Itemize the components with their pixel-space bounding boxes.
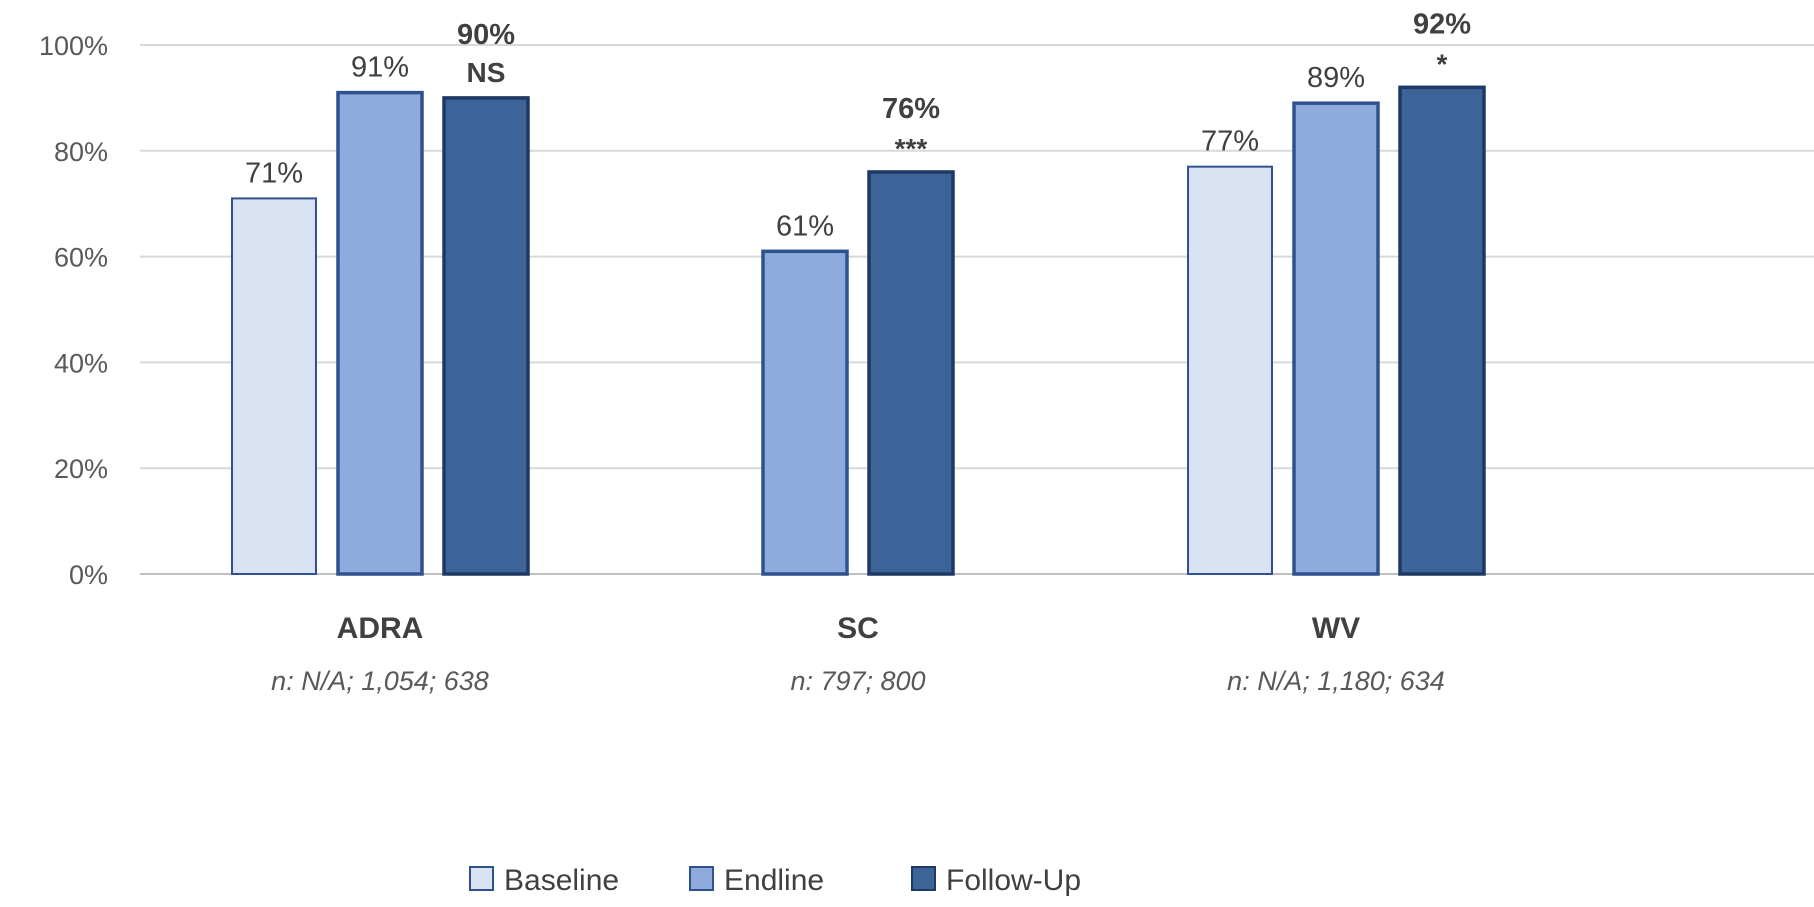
bar-baseline-adra <box>231 197 317 575</box>
bar-endline-wv <box>1292 101 1380 576</box>
legend: Baseline Endline Follow-Up <box>469 864 1081 897</box>
significance-label: NS <box>467 57 506 88</box>
x-category-label: SC <box>837 612 879 645</box>
data-label: 92% <box>1413 8 1471 40</box>
bars <box>231 85 1486 576</box>
y-tick-label: 60% <box>54 243 108 273</box>
legend-swatch <box>689 866 714 891</box>
x-category-label: WV <box>1312 612 1360 645</box>
bar-follow-up-adra <box>442 96 530 576</box>
data-label: 61% <box>776 210 834 242</box>
bar-follow-up-wv <box>1398 85 1486 576</box>
data-label: 91% <box>351 52 409 84</box>
bar-endline-adra <box>336 90 424 576</box>
legend-entry: Endline <box>724 864 824 897</box>
significance-label: * <box>1437 48 1448 79</box>
bar-follow-up-sc <box>867 170 955 576</box>
data-label: 89% <box>1307 62 1365 94</box>
significance-label: *** <box>895 133 928 164</box>
x-axis: ADRA n: N/A; 1,054; 638 SC n: 797; 800 WV n: … <box>271 612 1445 696</box>
bar-endline-sc <box>761 249 849 576</box>
legend-swatch <box>911 866 936 891</box>
y-tick-label: 40% <box>54 348 108 378</box>
legend-entry: Baseline <box>504 864 619 897</box>
sample-size-note: n: N/A; 1,180; 634 <box>1227 666 1445 696</box>
data-labels: 71% 91% 90% NS 61% 76% *** 77% 89% 92% * <box>245 8 1471 242</box>
legend-entry: Follow-Up <box>946 864 1081 897</box>
sample-size-note: n: N/A; 1,054; 638 <box>271 666 489 696</box>
x-category-label: ADRA <box>337 612 424 645</box>
y-tick-label: 80% <box>54 137 108 167</box>
sample-size-note: n: 797; 800 <box>790 666 925 696</box>
y-tick-label: 0% <box>69 560 108 590</box>
y-axis: 0% 20% 40% 60% 80% 100% <box>39 31 108 590</box>
data-label: 90% <box>457 19 515 51</box>
data-label: 76% <box>882 93 940 125</box>
bar-baseline-wv <box>1187 165 1273 575</box>
data-label: 71% <box>245 157 303 189</box>
data-label: 77% <box>1201 126 1259 158</box>
legend-swatch <box>469 866 494 891</box>
y-tick-label: 100% <box>39 31 108 61</box>
y-tick-label: 20% <box>54 454 108 484</box>
